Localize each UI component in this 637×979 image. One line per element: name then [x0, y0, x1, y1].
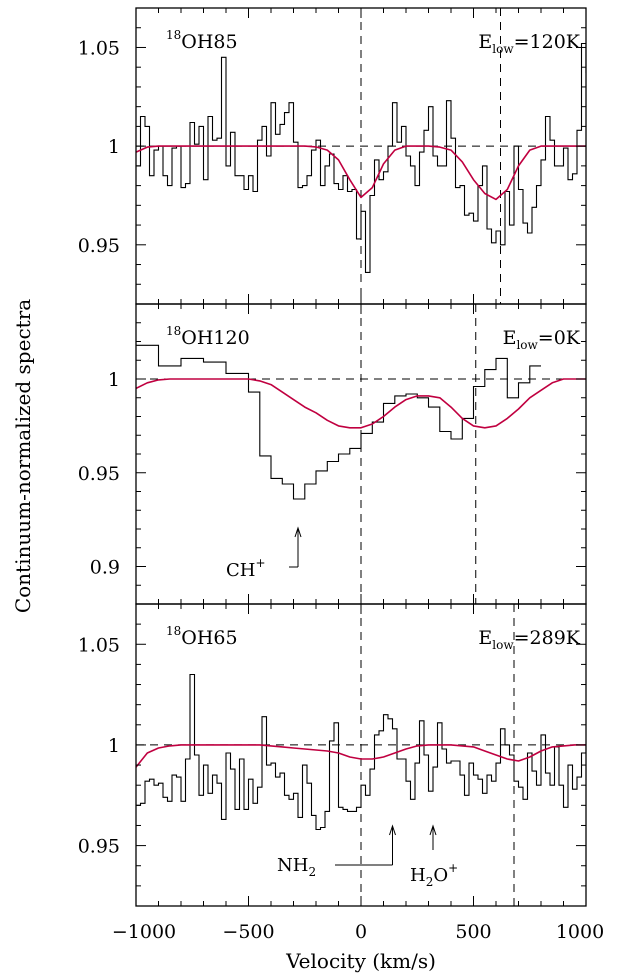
ch-plus-label: CH+	[226, 556, 266, 581]
y-tick-label: 1	[108, 369, 120, 391]
x-tick-label: 500	[455, 921, 491, 943]
species-name: OH65	[181, 627, 237, 649]
energy-symbol: E	[503, 327, 517, 349]
y-tick-label: 1.05	[78, 634, 120, 656]
model-fit	[136, 145, 586, 201]
x-tick-label: −1000	[112, 921, 176, 943]
mass-number: 18	[166, 624, 181, 638]
label-species-rest: O	[433, 865, 448, 886]
panel-title: 18OH120	[166, 324, 250, 349]
y-tick-label: 1.05	[78, 37, 120, 59]
model-fit	[136, 378, 586, 429]
y-tick-label: 1	[108, 735, 120, 757]
label-species: NH	[277, 855, 308, 876]
label-subscript: 2	[426, 875, 434, 889]
nh2-arrow-head	[389, 824, 396, 836]
model-fit	[136, 744, 586, 768]
ch-plus-arrow-head	[294, 526, 302, 538]
energy-value: =120K	[514, 31, 581, 53]
energy-subscript: low	[492, 42, 514, 56]
energy-symbol: E	[478, 31, 492, 53]
label-charge: +	[448, 861, 458, 875]
y-tick-label: 0.95	[78, 836, 120, 858]
y-tick-label: 0.95	[78, 463, 120, 485]
nh2-label: NH2	[277, 855, 316, 879]
label-charge: +	[255, 556, 265, 570]
observed-spectrum	[136, 42, 586, 273]
energy-symbol: E	[478, 627, 492, 649]
y-axis-title: Continuum-normalized spectra	[11, 299, 35, 613]
energy-value: =0K	[538, 327, 581, 349]
label-subscript: 2	[308, 865, 316, 879]
mass-number: 18	[166, 28, 181, 42]
species-name: OH85	[181, 31, 237, 53]
h2o-plus-label: H2O+	[410, 861, 458, 889]
y-tick-label: 1	[108, 136, 120, 158]
panel-1: 0.95 1 1.05 18OH85 Elow=120K	[78, 7, 587, 305]
x-axis: −1000 −500 0 500 1000	[112, 921, 604, 943]
observed-spectrum	[136, 673, 586, 831]
energy-subscript: low	[516, 338, 538, 352]
energy-label: Elow=289K	[478, 627, 580, 652]
label-species: H	[410, 865, 426, 886]
panel-title: 18OH85	[166, 28, 238, 53]
label-species: CH	[226, 560, 255, 581]
species-name: OH120	[181, 327, 249, 349]
observed-spectrum	[136, 344, 541, 500]
energy-label: Elow=0K	[503, 327, 581, 352]
x-tick-label: 1000	[556, 921, 604, 943]
energy-subscript: low	[492, 638, 514, 652]
energy-value: =289K	[514, 627, 581, 649]
x-tick-label: 0	[355, 921, 367, 943]
panel-2: 0.9 0.95 1 18OH120 Elow=0K CH+	[78, 303, 587, 605]
y-tick-label: 0.9	[90, 557, 120, 579]
h2o-plus-arrow-head	[429, 824, 437, 836]
x-tick-label: −500	[222, 921, 274, 943]
panel-title: 18OH65	[166, 624, 238, 649]
mass-number: 18	[166, 324, 181, 338]
energy-label: Elow=120K	[478, 31, 580, 56]
y-tick-label: 0.95	[78, 235, 120, 257]
x-axis-title: Velocity (km/s)	[285, 949, 436, 973]
